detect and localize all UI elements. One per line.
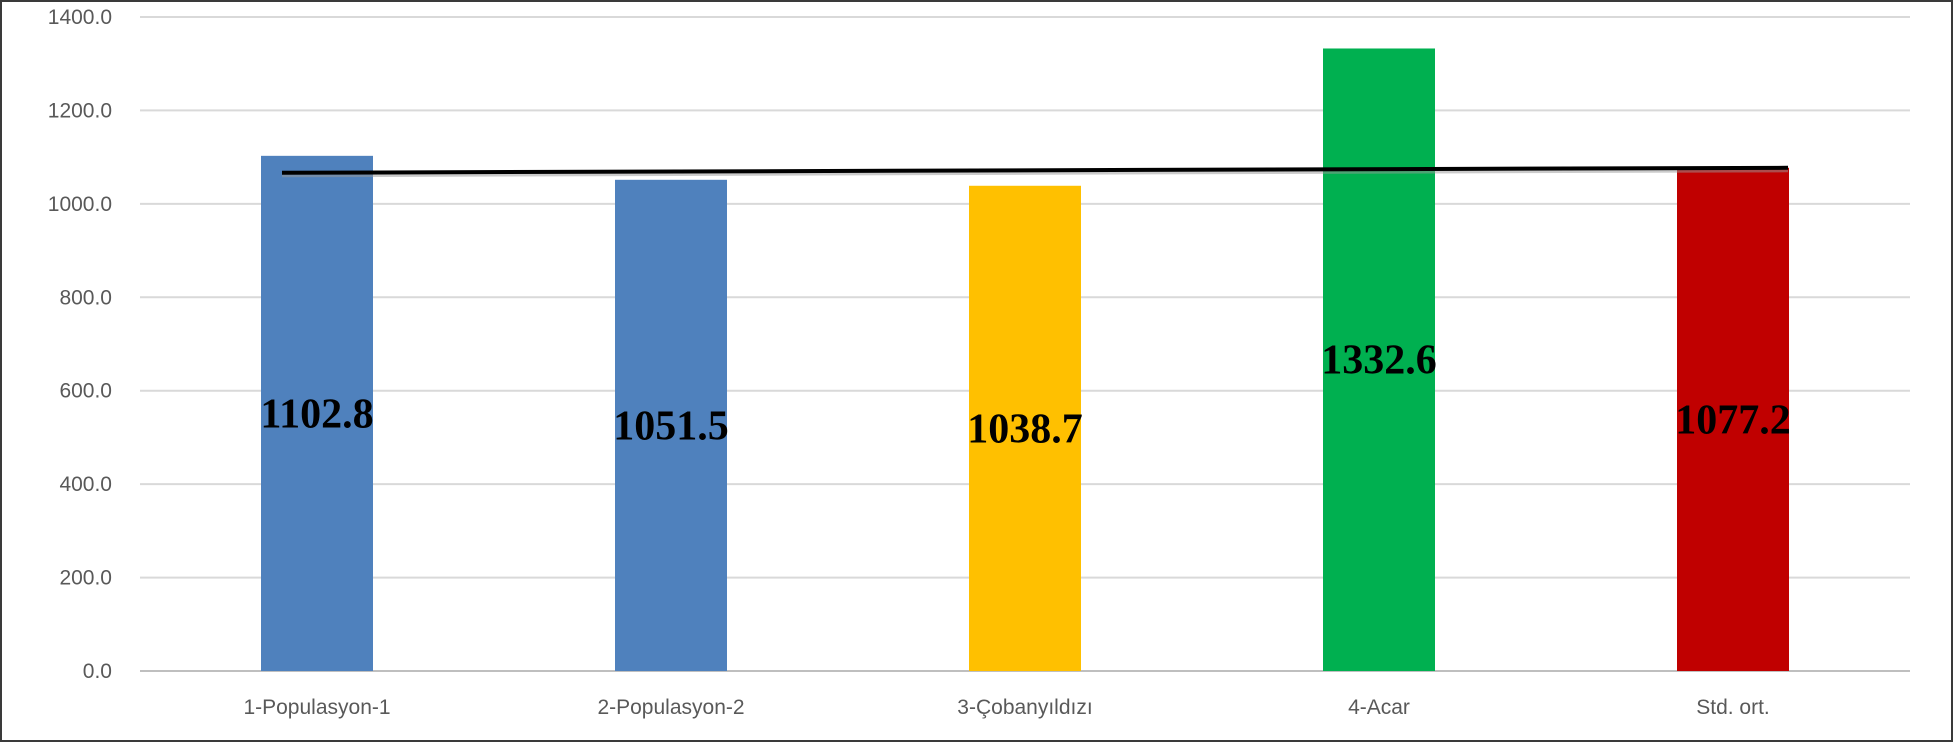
y-tick-label: 1000.0: [48, 193, 112, 216]
x-tick-label: 1-Populasyon-1: [243, 696, 390, 719]
x-tick-label: 3-Çobanyıldızı: [957, 696, 1092, 719]
x-tick-label: Std. ort.: [1696, 696, 1770, 719]
reference-line: [281, 165, 1789, 175]
y-tick-label: 800.0: [59, 286, 112, 309]
bar: [615, 179, 727, 671]
y-tick-label: 600.0: [59, 380, 112, 403]
x-tick-label: 4-Acar: [1348, 696, 1410, 719]
y-tick-label: 0.0: [83, 660, 112, 683]
y-tick-label: 200.0: [59, 567, 112, 590]
data-label: 1038.7: [967, 406, 1083, 452]
y-tick-label: 400.0: [59, 473, 112, 496]
data-label: 1077.2: [1675, 397, 1791, 443]
data-label: 1102.8: [260, 391, 373, 437]
bar: [261, 155, 373, 672]
reference-line-shadow: [281, 169, 1789, 178]
bar: [1677, 167, 1789, 672]
y-tick-label: 1200.0: [48, 99, 112, 122]
bar: [1323, 48, 1435, 672]
bar: [969, 185, 1081, 671]
data-label: 1051.5: [613, 403, 729, 449]
x-tick-label: 2-Populasyon-2: [597, 696, 744, 719]
y-tick-label: 1400.0: [48, 6, 112, 29]
data-label: 1332.6: [1321, 338, 1437, 384]
